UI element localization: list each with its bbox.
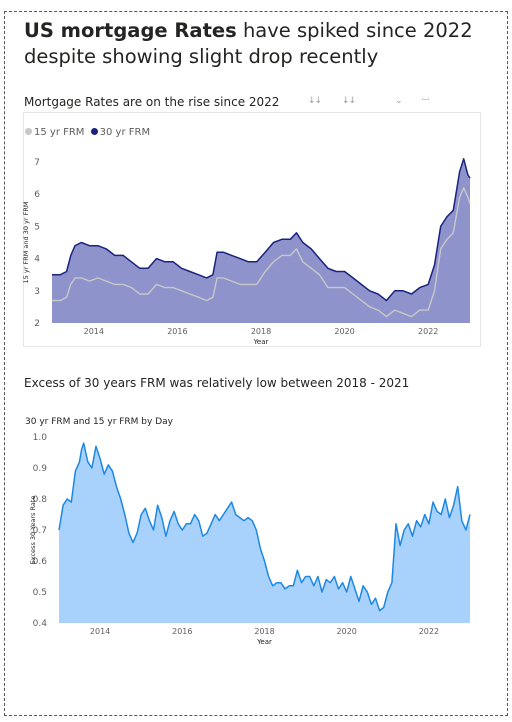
y-tick-label: 5 (34, 222, 40, 232)
chart1-legend: 15 yr FRM 30 yr FRM (25, 127, 150, 138)
x-tick-label: 2018 (254, 627, 274, 636)
frm15-line (52, 187, 471, 318)
x-axis-title: Year (253, 338, 269, 346)
x-tick-label: 2020 (337, 627, 357, 636)
x-tick-label: 2022 (419, 627, 439, 636)
expand-all-icon[interactable]: ↓↓ (342, 96, 356, 106)
pin-icon[interactable]: ⌄ (395, 96, 402, 106)
page-headline: US mortgage Rates have spiked since 2022… (24, 18, 494, 70)
y-axis-title: 15 yr FRM and 30 yr FRM (22, 202, 30, 284)
y-tick-label: 4 (34, 255, 40, 265)
y-tick-label: 6 (34, 190, 40, 200)
y-tick-label: 0.6 (33, 557, 48, 567)
x-tick-label: 2022 (418, 327, 438, 336)
focus-icon[interactable]: ⌴ (422, 93, 429, 103)
y-tick-label: 2 (34, 319, 40, 329)
x-tick-label: 2018 (251, 327, 271, 336)
x-axis-title: Year (256, 638, 272, 646)
excess-rate-area (59, 443, 470, 623)
x-tick-label: 2014 (90, 627, 110, 636)
legend-dot-15yr (25, 128, 32, 135)
chart2-title: 30 yr FRM and 15 yr FRM by Day (25, 417, 173, 427)
frm30-line (52, 158, 471, 302)
y-tick-label: 0.8 (33, 495, 48, 505)
legend-label-30yr: 30 yr FRM (99, 127, 151, 138)
y-tick-label: 3 (34, 287, 40, 297)
x-tick-label: 2016 (167, 327, 187, 336)
x-tick-label: 2014 (84, 327, 104, 336)
x-tick-label: 2020 (334, 327, 354, 336)
y-tick-label: 0.4 (33, 619, 48, 629)
legend-label-15yr: 15 yr FRM (34, 127, 85, 138)
y-tick-label: 1.0 (33, 433, 48, 443)
y-tick-label: 0.5 (33, 588, 47, 598)
y-axis-title: Excess 30 Years Rate (29, 496, 37, 565)
y-tick-label: 7 (34, 158, 40, 168)
chart1-subtitle: Mortgage Rates are on the rise since 202… (24, 95, 280, 109)
report-page (4, 11, 508, 716)
frm30-area (52, 158, 470, 323)
legend-dot-30yr (90, 128, 98, 135)
headline-rest: have spiked since 2022 despite showing s… (24, 19, 473, 68)
y-tick-label: 0.9 (33, 464, 48, 474)
y-tick-label: 0.7 (33, 526, 47, 536)
excess-rate-line (58, 442, 471, 612)
x-tick-label: 2016 (172, 627, 192, 636)
drill-down-icon[interactable]: ↓↓ (308, 96, 322, 106)
headline-bold: US mortgage Rates (24, 19, 237, 42)
chart2-subtitle: Excess of 30 years FRM was relatively lo… (24, 376, 410, 390)
